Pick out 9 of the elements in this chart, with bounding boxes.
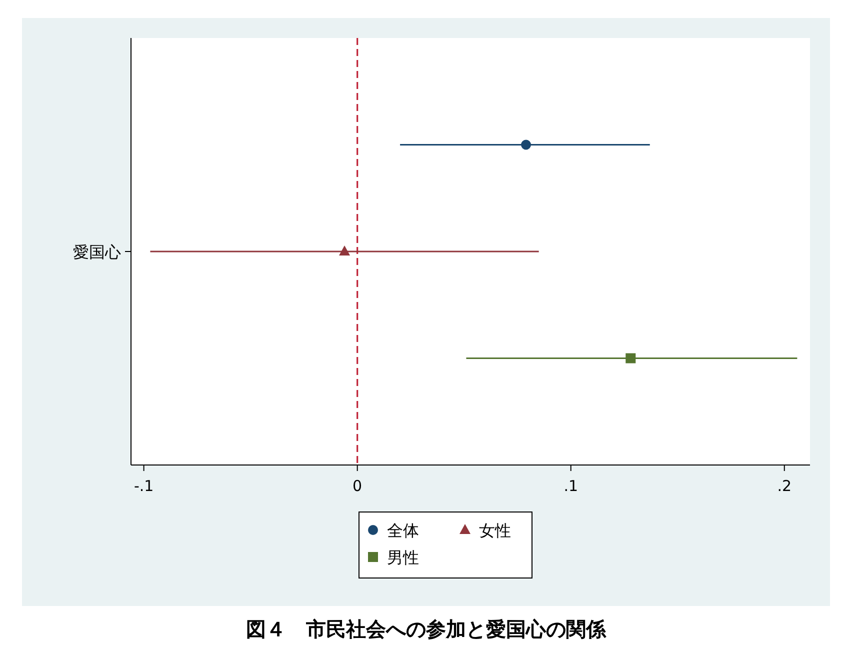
legend-label: 女性 xyxy=(479,521,511,540)
x-tick-label: -.1 xyxy=(134,477,154,495)
x-tick-label: 0 xyxy=(352,477,362,495)
x-tick-label: .1 xyxy=(564,477,578,495)
legend-label: 全体 xyxy=(387,521,419,540)
text: 図４ 市民社会への参加と愛国心の関係 xyxy=(246,617,607,641)
y-tick-label: 愛国心 xyxy=(73,242,121,262)
legend-label: 男性 xyxy=(387,548,419,567)
x-tick-label: .2 xyxy=(777,477,792,495)
